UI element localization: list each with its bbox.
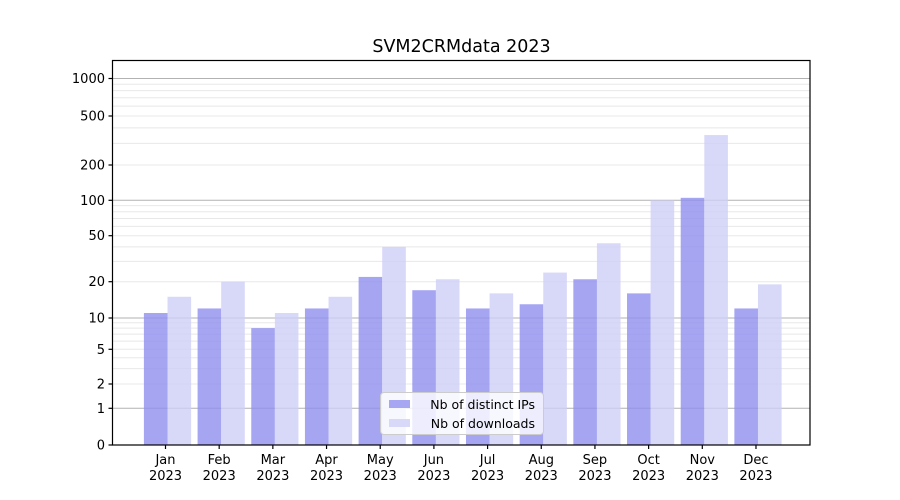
x-tick-label-month: Dec xyxy=(743,453,768,468)
bar-downloads-nov xyxy=(704,135,728,445)
x-tick-label-year: 2023 xyxy=(364,469,397,484)
bar-ips-jan xyxy=(143,313,168,445)
x-tick-label-year: 2023 xyxy=(417,469,450,484)
bar-downloads-apr xyxy=(328,296,353,445)
bar-ips-mar xyxy=(251,328,275,445)
legend: Nb of distinct IPs Nb of downloads xyxy=(380,392,544,435)
x-tick-label-year: 2023 xyxy=(525,469,558,484)
legend-row-distinct-ips: Nb of distinct IPs xyxy=(389,397,535,412)
chart-title: SVM2CRMdata 2023 xyxy=(372,37,551,57)
x-tick-label-month: Jun xyxy=(423,453,444,468)
x-tick-label-year: 2023 xyxy=(632,469,665,484)
legend-swatch-distinct-ips xyxy=(389,400,410,408)
y-tick-label: 1 xyxy=(97,402,105,417)
bar-downloads-oct xyxy=(650,200,675,445)
bar-downloads-jan xyxy=(167,296,192,445)
x-tick-label-month: Jul xyxy=(479,453,496,468)
bar-downloads-mar xyxy=(274,313,299,445)
x-tick-label-year: 2023 xyxy=(686,469,719,484)
bar-ips-oct xyxy=(627,293,651,445)
y-tick-label: 0 xyxy=(97,439,105,454)
bar-downloads-feb xyxy=(221,281,245,445)
x-tick-label-month: Oct xyxy=(637,453,659,468)
y-tick-label: 100 xyxy=(80,194,105,209)
x-tick-label-month: Apr xyxy=(315,453,338,468)
x-tick-label-year: 2023 xyxy=(149,469,182,484)
bar-ips-feb xyxy=(197,308,222,445)
x-tick-label-year: 2023 xyxy=(256,469,289,484)
x-tick-label-month: Jan xyxy=(154,453,175,468)
y-tick-label: 5 xyxy=(97,343,105,358)
y-tick-label: 2 xyxy=(97,378,105,393)
bar-downloads-dec xyxy=(757,284,782,445)
y-tick-label: 500 xyxy=(80,110,105,125)
legend-label-downloads: Nb of downloads xyxy=(430,415,535,431)
bar-ips-apr xyxy=(304,308,329,445)
y-tick-label: 1000 xyxy=(72,72,105,87)
legend-row-downloads: Nb of downloads xyxy=(389,416,535,431)
bar-ips-dec xyxy=(734,308,758,445)
bar-ips-nov xyxy=(680,197,705,445)
bar-downloads-aug xyxy=(543,272,567,445)
y-tick-label: 200 xyxy=(80,159,105,174)
bar-ips-sep xyxy=(573,279,597,445)
bar-downloads-sep xyxy=(596,243,621,445)
x-tick-label-month: Feb xyxy=(208,453,231,468)
y-tick-label: 20 xyxy=(88,275,105,290)
x-tick-label-month: May xyxy=(367,453,394,468)
x-tick-label-month: Aug xyxy=(529,453,554,468)
y-tick-label: 10 xyxy=(88,312,105,327)
x-tick-label-year: 2023 xyxy=(203,469,236,484)
legend-swatch-downloads xyxy=(389,419,410,427)
bar-ips-may xyxy=(358,276,383,445)
x-tick-label-year: 2023 xyxy=(471,469,504,484)
x-tick-label-year: 2023 xyxy=(739,469,772,484)
x-tick-label-month: Sep xyxy=(583,453,608,468)
x-tick-label-month: Mar xyxy=(261,453,286,468)
legend-label-distinct-ips: Nb of distinct IPs xyxy=(430,396,535,412)
plot-border xyxy=(111,59,811,446)
x-tick-label-month: Nov xyxy=(690,453,716,468)
x-tick-label-year: 2023 xyxy=(578,469,611,484)
y-tick-label: 50 xyxy=(88,229,105,244)
x-tick-label-year: 2023 xyxy=(310,469,343,484)
